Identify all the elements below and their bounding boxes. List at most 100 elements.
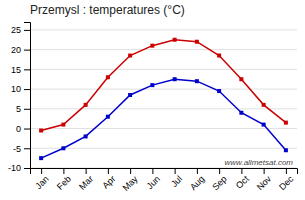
marker: [106, 75, 110, 79]
tick-mark: [24, 50, 30, 51]
marker: [217, 89, 221, 93]
axis-line: [24, 23, 31, 169]
grid: [30, 30, 297, 168]
tick: Oct: [234, 168, 251, 191]
tick-mark: [24, 30, 30, 31]
tick-label: 5: [16, 104, 21, 114]
tick-mark: [152, 168, 153, 174]
tick: 10: [11, 84, 30, 94]
tick-mark: [63, 168, 64, 174]
tick: Apr: [100, 168, 117, 191]
marks: [39, 38, 288, 160]
marker: [61, 146, 65, 150]
tick-label: -10: [8, 163, 21, 173]
tick-label: -5: [13, 144, 21, 154]
tick-mark: [86, 168, 87, 174]
grid-line: [30, 69, 297, 70]
tick-label: Aug: [188, 174, 206, 192]
marker: [106, 115, 110, 119]
marker: [239, 111, 243, 115]
tick: Dec: [277, 168, 296, 192]
tick: -5: [13, 144, 30, 154]
tick-mark: [130, 168, 131, 174]
tick-mark: [41, 168, 42, 174]
tick-mark: [219, 168, 220, 174]
tick-label: Jul: [169, 174, 184, 189]
marker: [84, 103, 88, 107]
marker: [284, 148, 288, 152]
marker: [128, 93, 132, 97]
tick-label: Dec: [277, 173, 296, 192]
tick: 20: [11, 45, 30, 55]
tick-label: Sep: [210, 174, 228, 192]
axis-line: [31, 169, 298, 175]
grid-line: [30, 49, 297, 50]
tick-mark: [24, 148, 30, 149]
tick: Jun: [145, 168, 162, 191]
marker: [39, 156, 43, 160]
tick: 15: [11, 65, 30, 75]
marker: [284, 121, 288, 125]
tick: Mar: [77, 168, 95, 192]
tick-mark: [108, 168, 109, 174]
marker: [217, 54, 221, 58]
tick-label: Mar: [77, 174, 95, 192]
tick-label: Apr: [100, 174, 117, 191]
marker: [262, 123, 266, 127]
line: [41, 79, 286, 158]
tick: Nov: [255, 168, 274, 192]
tick-label: 0: [16, 124, 21, 134]
tick: 0: [16, 124, 30, 134]
plot: -10 -5 0 5 10 15 20 25 Jan FebMar AprMay Jun Jul AugS…: [8, 23, 298, 193]
marker: [150, 44, 154, 48]
tick-mark: [175, 168, 176, 174]
tick-mark: [24, 69, 30, 70]
marker: [84, 134, 88, 138]
marker: [195, 40, 199, 44]
tick: -10: [8, 163, 30, 173]
grid-line: [30, 29, 297, 30]
x-axis: Jan FebMar AprMay Jun Jul AugSep OctNovDec: [31, 168, 298, 193]
tick: Feb: [55, 168, 73, 192]
tick-label: 25: [11, 25, 21, 35]
tick: Aug: [188, 168, 206, 192]
tick-mark: [24, 129, 30, 130]
tick-label: Oct: [234, 173, 251, 190]
tick-label: May: [121, 173, 140, 192]
tick-label: Nov: [255, 173, 274, 192]
grid-line: [30, 148, 297, 149]
marker: [150, 83, 154, 87]
y-axis: -10 -5 0 5 10 15 20 25: [8, 23, 31, 174]
tick-mark: [264, 168, 265, 174]
title: Przemysl : temperatures (°C): [30, 3, 185, 17]
tick-mark: [24, 168, 30, 169]
tick-label: 10: [11, 84, 21, 94]
tick: Sep: [210, 168, 228, 192]
marker: [262, 103, 266, 107]
tick: 25: [11, 25, 30, 35]
grid-line: [30, 89, 297, 90]
annotation: www.allmetsat.com: [225, 158, 294, 167]
chart: -10 -5 0 5 10 15 20 25 Jan FebMar AprMay Jun Jul AugS…: [0, 0, 305, 200]
grid-line: [30, 108, 297, 109]
tick-label: Jan: [33, 174, 50, 191]
tick-label: Jun: [145, 174, 162, 191]
marker: [39, 129, 43, 133]
tick-mark: [197, 168, 198, 174]
tick-mark: [24, 109, 30, 110]
markers: [39, 77, 288, 160]
tick-label: Feb: [55, 174, 73, 192]
tick: Jan: [33, 168, 50, 191]
tick-label: 20: [11, 45, 21, 55]
grid-line: [30, 128, 297, 129]
tick-mark: [24, 89, 30, 90]
tick: 5: [16, 104, 30, 114]
marker: [173, 38, 177, 42]
marker: [61, 123, 65, 127]
marker: [173, 77, 177, 81]
marker: [195, 79, 199, 83]
marker: [239, 77, 243, 81]
tick-label: 15: [11, 65, 21, 75]
tick-mark: [241, 168, 242, 174]
tick-mark: [286, 168, 287, 174]
